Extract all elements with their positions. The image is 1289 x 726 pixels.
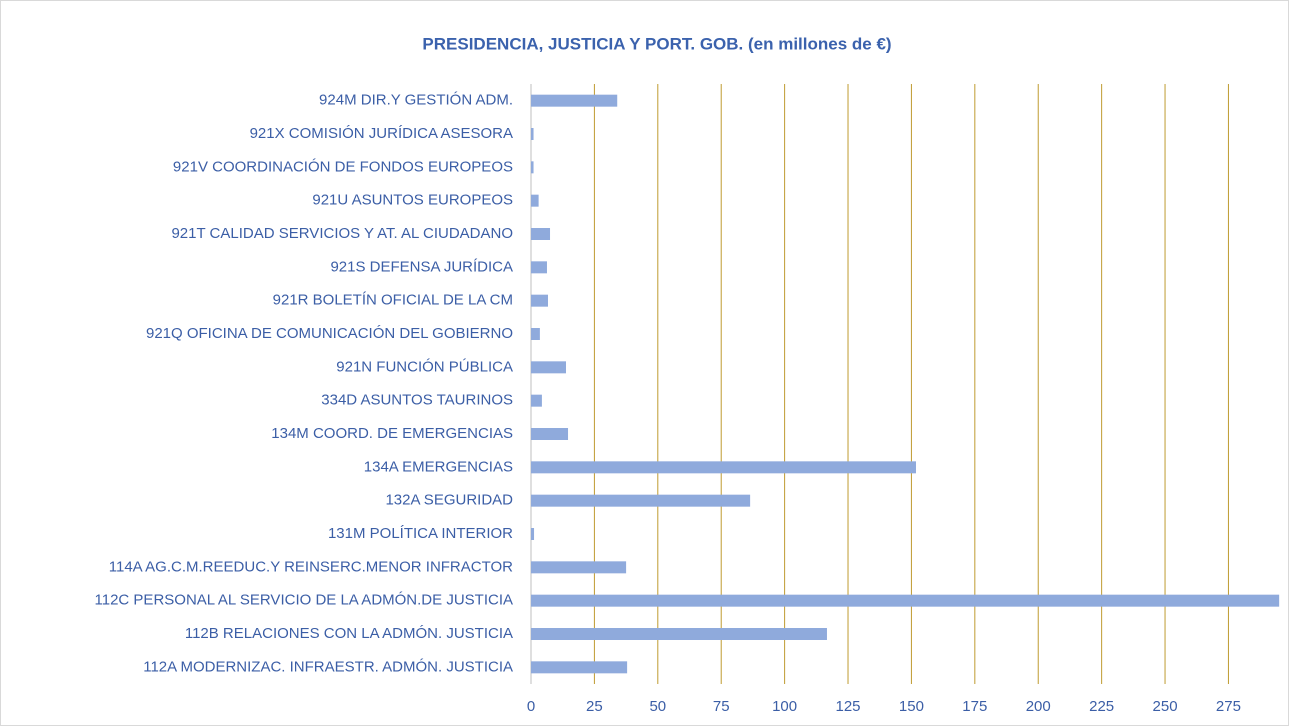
- y-tick-label: 921N FUNCIÓN PÚBLICA: [336, 358, 513, 375]
- y-tick-label: 134A EMERGENCIAS: [364, 458, 513, 475]
- x-tick-label: 100: [772, 698, 797, 715]
- bar: [531, 261, 547, 274]
- y-tick-label: 921R BOLETÍN OFICIAL DE LA CM: [273, 292, 513, 309]
- x-tick-label: 175: [962, 698, 987, 715]
- bar: [531, 328, 540, 340]
- bar: [531, 94, 618, 107]
- bar: [531, 661, 628, 674]
- y-tick-label: 134M COORD. DE EMERGENCIAS: [271, 425, 513, 442]
- x-tick-label: 250: [1153, 698, 1178, 715]
- y-tick-label: 334D ASUNTOS TAURINOS: [321, 392, 513, 409]
- x-tick-label: 25: [586, 698, 603, 715]
- bar: [531, 128, 534, 140]
- x-tick-label: 200: [1026, 698, 1051, 715]
- bar: [531, 294, 548, 307]
- x-tick-label: 50: [649, 698, 666, 715]
- y-tick-label: 112B RELACIONES CON LA ADMÓN. JUSTICIA: [185, 625, 513, 642]
- y-tick-label: 921S DEFENSA JURÍDICA: [330, 258, 513, 275]
- y-tick-label: 131M POLÍTICA INTERIOR: [328, 525, 513, 542]
- bar: [531, 361, 566, 374]
- bar: [531, 194, 539, 207]
- bar: [531, 394, 542, 407]
- y-tick-label: 924M DIR.Y GESTIÓN ADM.: [319, 92, 513, 109]
- y-tick-label: 114A AG.C.M.REEDUC.Y REINSERC.MENOR INFR…: [109, 558, 513, 575]
- y-tick-label: 921X COMISIÓN JURÍDICA ASESORA: [250, 125, 513, 142]
- bar: [531, 628, 827, 640]
- y-tick-label: 112A MODERNIZAC. INFRAESTR. ADMÓN. JUSTI…: [143, 658, 513, 675]
- y-tick-label: 132A SEGURIDAD: [385, 492, 513, 509]
- bar: [531, 428, 569, 440]
- y-tick-label: 921T CALIDAD SERVICIOS Y AT. AL CIUDADAN…: [171, 225, 513, 242]
- bar: [531, 561, 627, 574]
- bar: [531, 161, 534, 174]
- y-tick-label: 921U ASUNTOS EUROPEOS: [312, 192, 513, 209]
- x-tick-label: 275: [1216, 698, 1241, 715]
- x-tick-label: 0: [527, 698, 535, 715]
- x-tick-label: 225: [1089, 698, 1114, 715]
- bar: [531, 228, 551, 240]
- bar: [531, 494, 751, 507]
- bar: [531, 594, 1280, 607]
- bar: [531, 461, 916, 474]
- y-tick-label: 921V COORDINACIÓN DE FONDOS EUROPEOS: [173, 158, 513, 175]
- x-tick-label: 125: [836, 698, 861, 715]
- chart-title: PRESIDENCIA, JUSTICIA Y PORT. GOB. (en m…: [422, 34, 891, 53]
- x-tick-label: 75: [713, 698, 730, 715]
- bar: [531, 528, 535, 540]
- y-tick-label: 921Q OFICINA DE COMUNICACIÓN DEL GOBIERN…: [146, 325, 513, 342]
- y-tick-label: 112C PERSONAL AL SERVICIO DE LA ADMÓN.DE…: [95, 592, 513, 609]
- x-tick-label: 150: [899, 698, 924, 715]
